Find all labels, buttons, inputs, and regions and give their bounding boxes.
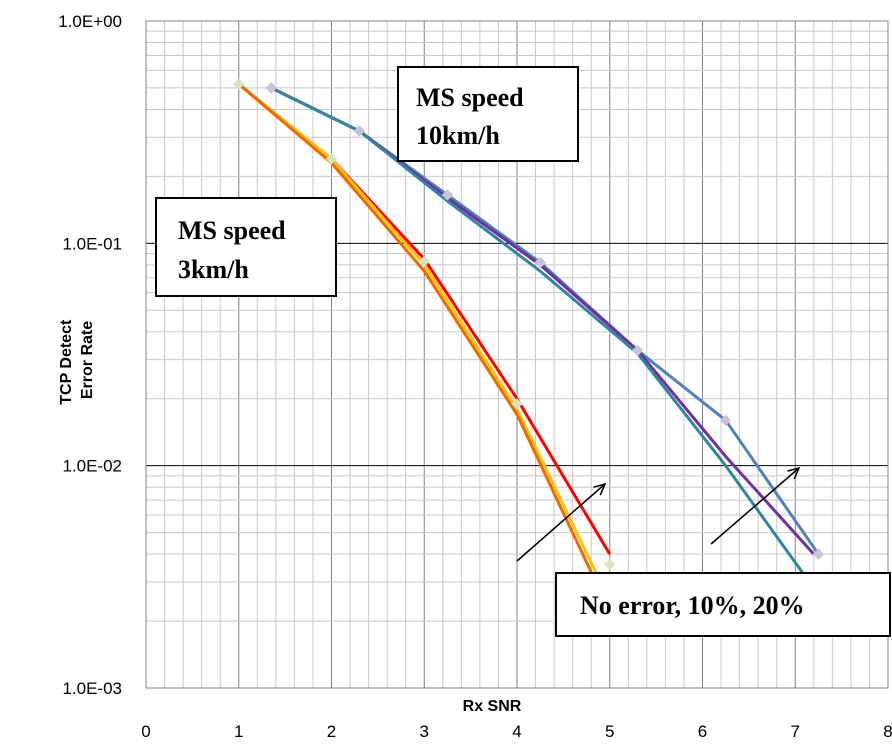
data-point-marker bbox=[631, 344, 644, 357]
annotation-arrow-shaft bbox=[516, 483, 606, 562]
y-axis-ticks: 1.0E+00 1.0E-01 1.0E-02 1.0E-03 bbox=[58, 12, 122, 698]
data-point-marker bbox=[534, 256, 546, 269]
y-axis-title-line-1: TCP Detect bbox=[58, 319, 75, 405]
x-tick-label: 0 bbox=[141, 722, 150, 741]
annotation-10kmh-box: MS speed 10km/h bbox=[397, 66, 579, 162]
x-axis-ticks: 0 1 2 3 4 5 6 7 8 bbox=[141, 722, 892, 741]
y-tick-label: 1.0E-02 bbox=[62, 457, 122, 476]
y-tick-label: 1.0E+00 bbox=[58, 12, 122, 31]
data-point-marker bbox=[233, 78, 245, 90]
data-point-marker bbox=[441, 189, 454, 201]
x-axis-title: Rx SNR bbox=[463, 698, 522, 715]
x-tick-label: 1 bbox=[234, 722, 243, 741]
data-point-marker bbox=[418, 255, 430, 268]
annotation-10kmh-line-1: MS speed bbox=[416, 83, 524, 112]
x-tick-label: 8 bbox=[883, 722, 892, 741]
x-tick-label: 7 bbox=[791, 722, 800, 741]
data-point-marker bbox=[604, 558, 616, 571]
data-point-marker bbox=[265, 82, 277, 94]
series-line-3 bbox=[237, 82, 598, 583]
annotation-arrow-head bbox=[593, 482, 607, 496]
annotation-10kmh-line-2: 10km/h bbox=[416, 121, 500, 150]
annotation-error-levels-text: No error, 10%, 20% bbox=[580, 591, 805, 620]
y-axis-title: TCP Detect Error Rate bbox=[58, 315, 96, 405]
annotation-arrow-head bbox=[787, 466, 801, 480]
x-tick-label: 4 bbox=[512, 722, 521, 741]
y-tick-label: 1.0E-01 bbox=[62, 234, 122, 253]
annotation-arrow-shaft bbox=[710, 467, 800, 545]
annotation-3kmh-line-1: MS speed bbox=[178, 216, 286, 245]
x-tick-label: 2 bbox=[327, 722, 336, 741]
y-axis-title-line-2: Error Rate bbox=[79, 321, 96, 399]
data-point-marker bbox=[511, 397, 523, 410]
x-tick-label: 3 bbox=[420, 722, 429, 741]
x-tick-label: 5 bbox=[605, 722, 614, 741]
data-point-marker bbox=[325, 153, 338, 165]
data-point-marker bbox=[812, 548, 825, 560]
plot-area-frame bbox=[145, 20, 889, 689]
x-tick-label: 6 bbox=[698, 722, 707, 741]
data-point-marker bbox=[353, 125, 366, 137]
annotation-3kmh-box: MS speed 3km/h bbox=[155, 197, 337, 297]
annotation-error-levels-box: No error, 10%, 20% bbox=[555, 572, 891, 637]
annotation-3kmh-line-2: 3km/h bbox=[178, 255, 249, 284]
data-point-marker bbox=[719, 414, 732, 426]
y-tick-label: 1.0E-03 bbox=[62, 679, 122, 698]
marker-layer bbox=[233, 78, 825, 571]
arrows-layer bbox=[516, 466, 801, 562]
